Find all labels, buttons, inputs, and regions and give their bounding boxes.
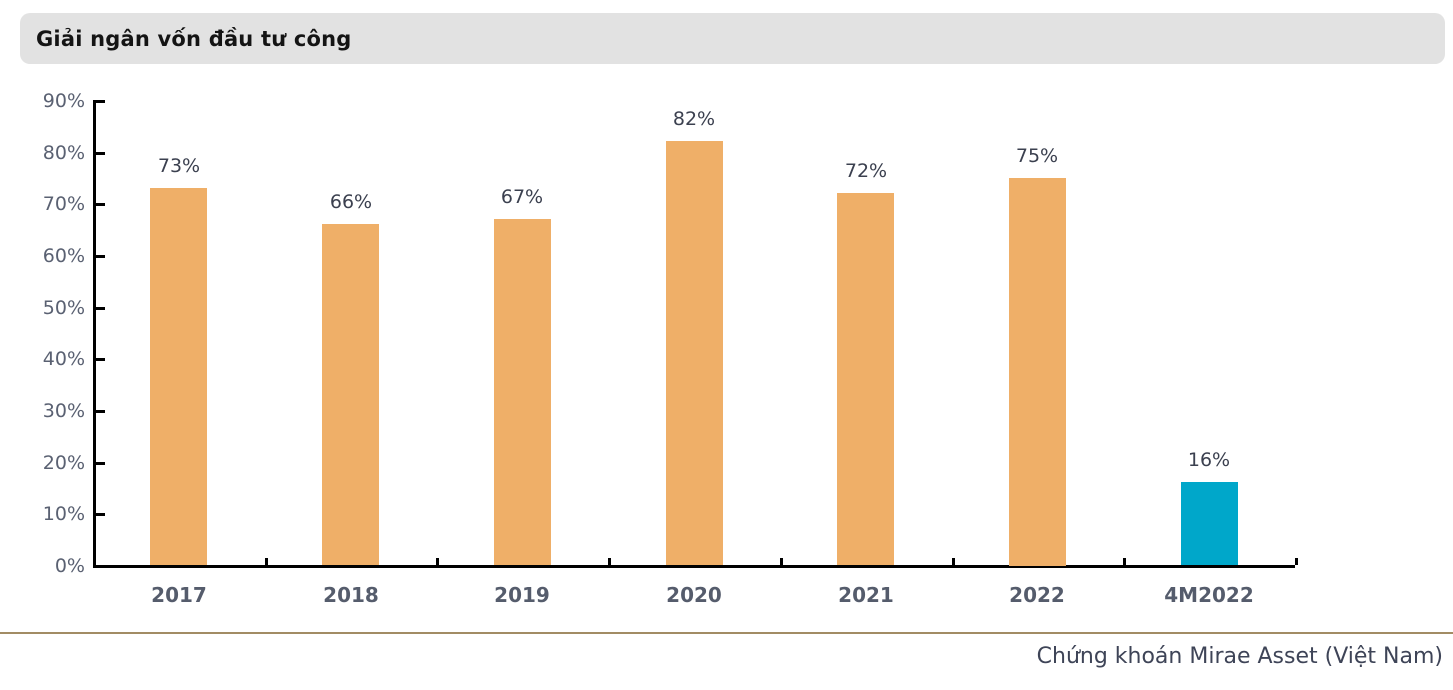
- bar-value-label: 16%: [1187, 449, 1231, 471]
- x-axis-category-label: 2017: [151, 583, 207, 607]
- y-axis-tick: [96, 307, 105, 310]
- bar-2022: [1009, 178, 1066, 566]
- y-axis-tick-label: 70%: [42, 193, 85, 215]
- bar-value-label: 72%: [844, 160, 888, 182]
- source-credit: Chứng khoán Mirae Asset (Việt Nam): [1036, 644, 1443, 669]
- y-axis-tick-label: 80%: [42, 142, 85, 164]
- y-axis-tick-label: 60%: [42, 245, 85, 267]
- bar-value-label: 66%: [329, 191, 373, 213]
- chart-title-bar: Giải ngân vốn đầu tư công: [20, 13, 1445, 64]
- bar-value-label: 67%: [500, 186, 544, 208]
- x-axis-category-label: 2020: [666, 583, 722, 607]
- bar-value-label: 73%: [157, 155, 201, 177]
- y-axis-tick-label: 0%: [54, 555, 85, 577]
- x-axis-tick: [952, 558, 955, 565]
- x-axis-tick: [436, 558, 439, 565]
- bar-2020: [666, 141, 723, 565]
- x-axis-category-label: 4M2022: [1164, 583, 1254, 607]
- bar-value-label: 82%: [672, 108, 716, 130]
- x-axis-tick: [265, 558, 268, 565]
- y-axis-tick-label: 90%: [42, 90, 85, 112]
- x-axis-category-label: 2021: [838, 583, 894, 607]
- y-axis-tick: [96, 513, 105, 516]
- x-axis-tick: [1295, 558, 1298, 565]
- chart-title: Giải ngân vốn đầu tư công: [36, 26, 352, 51]
- x-axis-category-label: 2022: [1009, 583, 1065, 607]
- x-axis-tick: [1123, 558, 1126, 565]
- bar-2021: [837, 193, 894, 565]
- y-axis-tick-label: 50%: [42, 297, 85, 319]
- footer-divider: [0, 632, 1453, 634]
- y-axis-tick-label: 40%: [42, 348, 85, 370]
- x-axis-category-label: 2018: [323, 583, 379, 607]
- x-axis-category-label: 2019: [494, 583, 550, 607]
- bar-2019: [494, 219, 551, 565]
- y-axis-line: [93, 100, 96, 568]
- y-axis-tick: [96, 152, 105, 155]
- bar-2017: [150, 188, 207, 565]
- x-axis-line: [93, 565, 1295, 568]
- y-axis-tick-label: 30%: [42, 400, 85, 422]
- y-axis-tick: [96, 255, 105, 258]
- y-axis-tick: [96, 410, 105, 413]
- bar-value-label: 75%: [1015, 145, 1059, 167]
- y-axis-tick: [96, 462, 105, 465]
- x-axis-tick: [780, 558, 783, 565]
- y-axis-tick: [96, 100, 105, 103]
- bar-2018: [322, 224, 379, 565]
- y-axis-tick-label: 10%: [42, 503, 85, 525]
- x-axis-tick: [608, 558, 611, 565]
- y-axis-tick: [96, 358, 105, 361]
- y-axis-tick-label: 20%: [42, 452, 85, 474]
- y-axis-tick: [96, 203, 105, 206]
- bar-4M2022: [1181, 482, 1238, 565]
